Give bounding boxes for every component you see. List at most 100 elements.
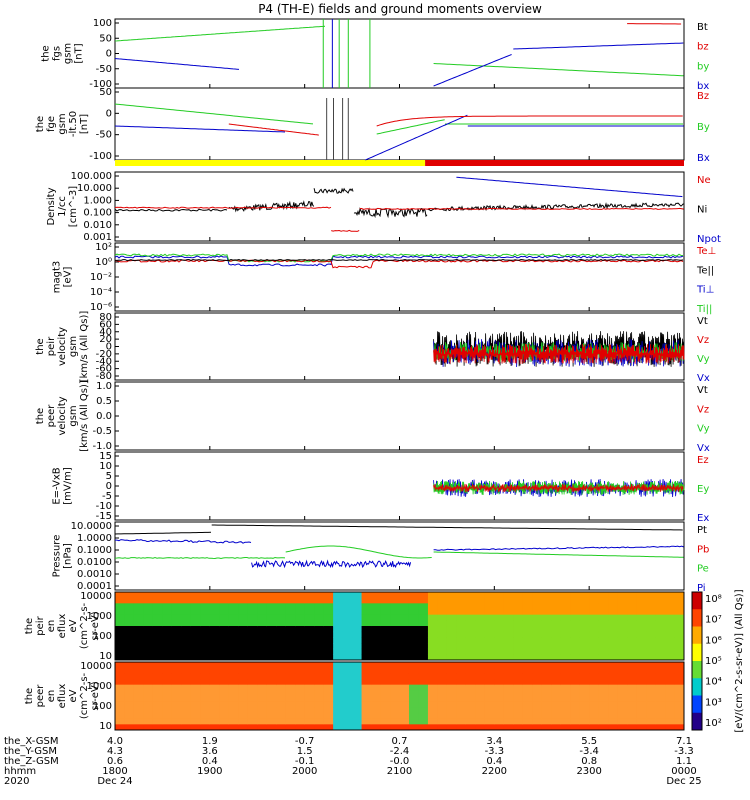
heat-cell <box>513 696 524 703</box>
heat-cell <box>380 673 391 680</box>
panel-frame <box>114 381 685 451</box>
panel-ylabel: thefgegsm-lt.50[nT] <box>35 111 90 137</box>
heat-cell <box>503 667 514 674</box>
heat-cell <box>133 648 144 655</box>
heat-cell <box>446 696 457 703</box>
heat-cell <box>371 609 382 616</box>
heat-cell <box>475 592 486 599</box>
heat-cell <box>115 690 125 697</box>
heat-cell <box>295 667 306 674</box>
heat-cell <box>380 597 391 604</box>
heat-cell <box>380 620 391 627</box>
heat-cell <box>551 696 562 703</box>
heat-cell <box>219 679 230 686</box>
fge-by2 <box>376 119 445 135</box>
axis-row-value: -0.0 <box>390 756 410 767</box>
ylabel-line: the <box>35 338 46 354</box>
heat-cell <box>314 609 325 616</box>
heat-cell <box>598 643 609 650</box>
heat-cell <box>532 696 543 703</box>
heat-cell <box>513 718 524 725</box>
heat-cell <box>598 597 609 604</box>
heat-cell <box>465 718 476 725</box>
heat-cell <box>390 626 400 633</box>
heat-cell <box>266 713 277 720</box>
heat-cell <box>522 609 533 616</box>
heat-cell <box>143 713 154 720</box>
heat-cell <box>171 718 182 725</box>
heat-cell <box>674 592 685 599</box>
y-tick-label: 20 <box>99 334 112 345</box>
ylabel-line: [mV/m] <box>63 467 74 505</box>
heat-cell <box>190 603 201 610</box>
heat-cell <box>399 592 410 599</box>
heat-cell <box>190 707 201 714</box>
heat-cell <box>238 667 249 674</box>
heat-cell <box>115 673 125 680</box>
heat-cell <box>171 673 182 680</box>
legend-Ez: Ez <box>697 455 709 466</box>
heat-cell <box>257 626 268 633</box>
heat-cell <box>200 679 211 686</box>
heat-cell <box>674 679 685 686</box>
heat-cell <box>484 707 495 714</box>
heat-cell <box>532 609 543 616</box>
heat-cell <box>646 592 657 599</box>
heat-cell <box>446 713 457 720</box>
heat-cell <box>342 643 353 650</box>
heat-cell <box>456 673 467 680</box>
heat-cell <box>551 614 562 621</box>
heat-cell <box>266 662 277 669</box>
heat-cell <box>608 603 619 610</box>
ylabel-line: [eV] <box>63 267 74 288</box>
heat-cell <box>560 643 571 650</box>
heat-cell <box>295 631 306 638</box>
heat-cell <box>295 684 306 691</box>
y-tick-label: -40 <box>96 356 112 367</box>
heat-cell <box>314 696 325 703</box>
axis-row-label: the_X-GSM <box>4 736 58 747</box>
heat-cell <box>617 643 628 650</box>
heat-cell <box>209 592 220 599</box>
legend-Vx: Vx <box>697 373 710 384</box>
heat-cell <box>456 614 467 621</box>
axis-row-value: 1.1 <box>676 756 692 767</box>
heat-cell <box>266 603 277 610</box>
heat-cell <box>560 684 571 691</box>
fgs-by <box>114 25 326 42</box>
heat-cell <box>494 614 505 621</box>
panel-ylabel: E=-VxB[mV/m] <box>52 467 74 505</box>
heat-cell <box>200 696 211 703</box>
legend-By: By <box>697 122 710 133</box>
heat-cell <box>636 724 647 731</box>
heat-cell <box>475 614 486 621</box>
heat-cell <box>456 690 467 697</box>
heat-cell <box>665 614 676 621</box>
heat-cell <box>209 609 220 616</box>
heat-cell <box>390 718 400 725</box>
heat-cell <box>390 648 400 655</box>
heat-cell <box>209 648 220 655</box>
ylabel-line: E=-VxB <box>52 467 63 504</box>
heat-cell <box>342 592 353 599</box>
heat-cell <box>617 724 628 731</box>
heat-cell <box>285 597 296 604</box>
heat-cell <box>579 592 590 599</box>
heat-cell <box>522 626 533 633</box>
heat-cell <box>390 684 400 691</box>
heat-cell <box>598 654 609 661</box>
heat-cell <box>655 614 666 621</box>
heat-cell <box>352 648 363 655</box>
y-tick-label: 10 <box>99 721 112 732</box>
heat-cell <box>124 684 135 691</box>
heat-cell <box>200 684 211 691</box>
heat-cell <box>333 679 344 686</box>
heat-cell <box>513 626 524 633</box>
heat-cell <box>133 609 144 616</box>
heat-cell <box>190 637 201 644</box>
heat-cell <box>228 648 239 655</box>
heat-cell <box>380 684 391 691</box>
heat-cell <box>219 609 230 616</box>
